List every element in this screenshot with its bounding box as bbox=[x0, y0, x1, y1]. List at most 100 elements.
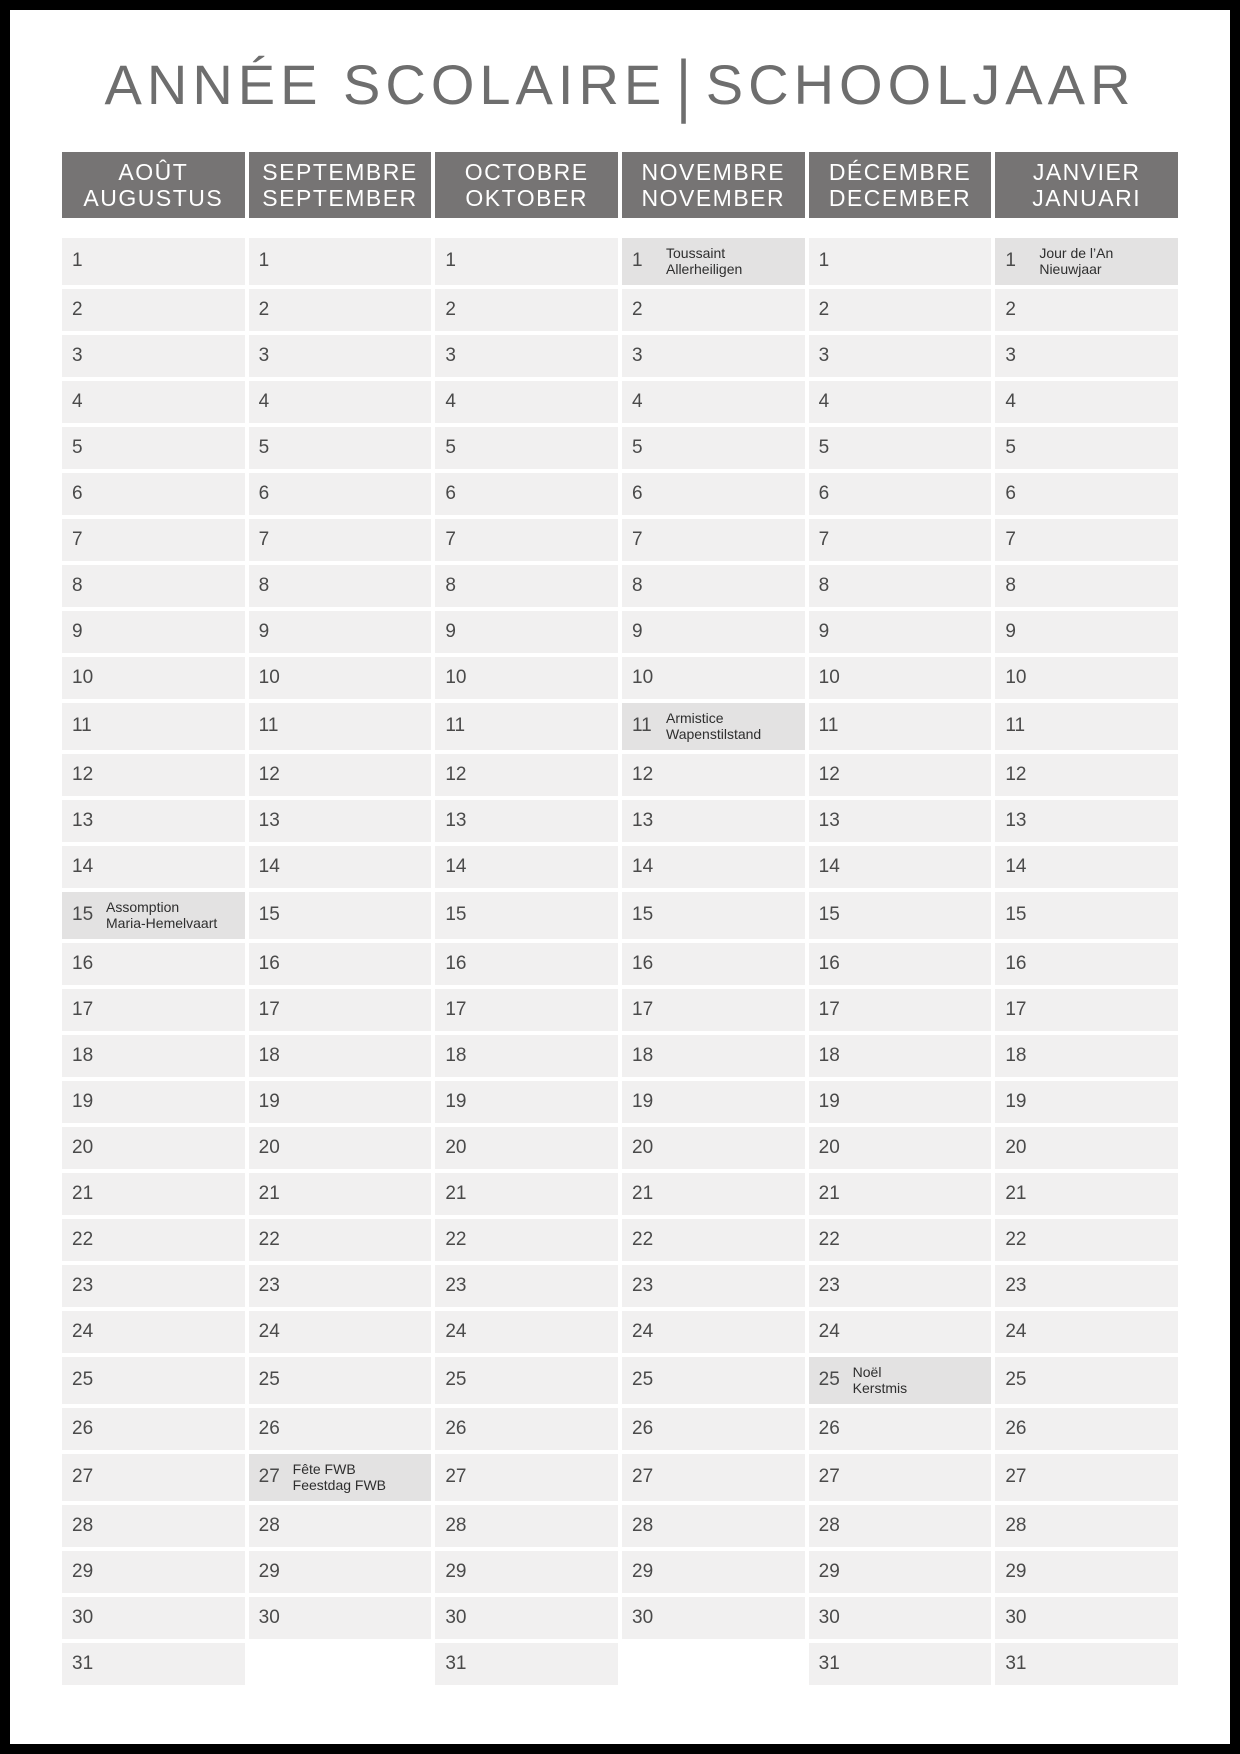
day-cell-novembre-15: 15 bbox=[622, 891, 805, 939]
day-number: 7 bbox=[1005, 528, 1016, 550]
day-number: 16 bbox=[445, 952, 467, 974]
day-number: 22 bbox=[258, 1228, 280, 1250]
day-number: 23 bbox=[72, 1274, 94, 1296]
day-number: 10 bbox=[632, 666, 654, 688]
day-cell-janvier-9: 9 bbox=[995, 610, 1178, 653]
day-number: 14 bbox=[72, 855, 94, 877]
holiday-label-line: Kerstmis bbox=[852, 1380, 908, 1397]
month-name-nl: NOVEMBER bbox=[641, 184, 786, 211]
day-number: 11 bbox=[258, 715, 279, 737]
day-cell-novembre-21: 21 bbox=[622, 1172, 805, 1215]
day-number: 4 bbox=[818, 390, 830, 412]
day-number: 29 bbox=[818, 1560, 840, 1582]
day-number: 5 bbox=[632, 436, 643, 458]
day-number: 28 bbox=[632, 1514, 654, 1536]
day-number: 23 bbox=[258, 1274, 280, 1296]
day-number: 4 bbox=[72, 390, 83, 412]
day-cell-octobre-12: 12 bbox=[435, 753, 618, 796]
day-cell-aout-23: 23 bbox=[62, 1264, 245, 1307]
day-number: 29 bbox=[1005, 1560, 1027, 1582]
day-cell-decembre-17: 17 bbox=[808, 988, 992, 1031]
day-number: 20 bbox=[72, 1136, 94, 1158]
day-cell-janvier-30: 30 bbox=[995, 1596, 1178, 1639]
day-number: 16 bbox=[818, 952, 840, 974]
day-cell-janvier-26: 26 bbox=[995, 1407, 1178, 1450]
day-number: 24 bbox=[72, 1320, 94, 1342]
day-number: 25 bbox=[72, 1369, 94, 1391]
day-number: 15 bbox=[72, 904, 94, 926]
day-number: 5 bbox=[1005, 436, 1016, 458]
day-number: 22 bbox=[818, 1228, 840, 1250]
day-cell-decembre-13: 13 bbox=[808, 799, 992, 842]
day-number: 14 bbox=[632, 855, 654, 877]
day-number: 7 bbox=[818, 528, 830, 550]
day-cell-aout-13: 13 bbox=[62, 799, 245, 842]
day-cell-decembre-28: 28 bbox=[808, 1504, 992, 1547]
day-number: 12 bbox=[632, 763, 654, 785]
day-number: 31 bbox=[445, 1652, 467, 1674]
day-cell-decembre-16: 16 bbox=[808, 942, 992, 985]
day-number: 25 bbox=[258, 1369, 280, 1391]
month-name-fr: JANVIER bbox=[1032, 158, 1141, 185]
day-cell-novembre-4: 4 bbox=[622, 380, 805, 423]
day-number: 23 bbox=[1005, 1274, 1027, 1296]
day-cell-octobre-8: 8 bbox=[435, 564, 618, 607]
day-number: 20 bbox=[632, 1136, 654, 1158]
day-cell-novembre-1: 1 Toussaint Allerheiligen bbox=[622, 237, 805, 285]
day-number: 10 bbox=[1005, 666, 1027, 688]
day-cell-novembre-8: 8 bbox=[622, 564, 805, 607]
month-header-decembre: DÉCEMBRE DECEMBER bbox=[808, 151, 992, 218]
day-cell-aout-28: 28 bbox=[62, 1504, 245, 1547]
day-number: 27 bbox=[445, 1466, 467, 1488]
day-cell-octobre-20: 20 bbox=[435, 1126, 618, 1169]
day-cell-septembre-25: 25 bbox=[248, 1356, 432, 1404]
day-number: 25 bbox=[632, 1369, 654, 1391]
day-number: 18 bbox=[1005, 1044, 1027, 1066]
day-number: 12 bbox=[818, 763, 840, 785]
day-cell-septembre-21: 21 bbox=[248, 1172, 432, 1215]
holiday-label: Armistice Wapenstilstand bbox=[666, 710, 761, 743]
day-number: 9 bbox=[818, 620, 830, 642]
day-cell-octobre-28: 28 bbox=[435, 1504, 618, 1547]
day-cell-aout-14: 14 bbox=[62, 845, 245, 888]
day-number: 23 bbox=[445, 1274, 467, 1296]
day-cell-janvier-16: 16 bbox=[995, 942, 1178, 985]
day-number: 17 bbox=[818, 998, 840, 1020]
day-cell-septembre-18: 18 bbox=[248, 1034, 432, 1077]
holiday-label-line: Toussaint bbox=[666, 244, 726, 261]
day-cell-octobre-24: 24 bbox=[435, 1310, 618, 1353]
day-number: 21 bbox=[72, 1182, 94, 1204]
day-cell-aout-27: 27 bbox=[62, 1453, 245, 1501]
day-cell-decembre-29: 29 bbox=[808, 1550, 992, 1593]
day-cell-aout-24: 24 bbox=[62, 1310, 245, 1353]
day-number: 31 bbox=[72, 1652, 94, 1674]
day-number: 13 bbox=[445, 809, 467, 831]
month-name-fr: OCTOBRE bbox=[464, 158, 589, 185]
day-number: 8 bbox=[818, 574, 830, 596]
day-cell-janvier-4: 4 bbox=[995, 380, 1178, 423]
day-cell-decembre-30: 30 bbox=[808, 1596, 992, 1639]
day-cell-aout-8: 8 bbox=[62, 564, 245, 607]
holiday-label: Assomption Maria-Hemelvaart bbox=[106, 899, 217, 932]
day-number: 27 bbox=[72, 1466, 94, 1488]
day-cell-novembre-6: 6 bbox=[622, 472, 805, 515]
day-cell-novembre-7: 7 bbox=[622, 518, 805, 561]
day-cell-septembre-1: 1 bbox=[248, 237, 432, 285]
day-number: 15 bbox=[258, 904, 280, 926]
day-cell-octobre-31: 31 bbox=[435, 1642, 618, 1685]
holiday-label: Toussaint Allerheiligen bbox=[666, 245, 742, 278]
day-number: 7 bbox=[72, 528, 83, 550]
day-cell-aout-12: 12 bbox=[62, 753, 245, 796]
day-cell-decembre-7: 7 bbox=[808, 518, 992, 561]
day-number: 6 bbox=[258, 482, 270, 504]
day-cell-septembre-24: 24 bbox=[248, 1310, 432, 1353]
holiday-label-line: Wapenstilstand bbox=[666, 726, 762, 743]
day-number: 28 bbox=[818, 1514, 840, 1536]
day-number: 29 bbox=[632, 1560, 654, 1582]
day-number: 13 bbox=[632, 809, 654, 831]
day-number: 12 bbox=[1005, 763, 1027, 785]
day-cell-novembre-12: 12 bbox=[622, 753, 805, 796]
day-cell-janvier-24: 24 bbox=[995, 1310, 1178, 1353]
day-number: 28 bbox=[258, 1514, 280, 1536]
day-number: 2 bbox=[258, 298, 270, 320]
